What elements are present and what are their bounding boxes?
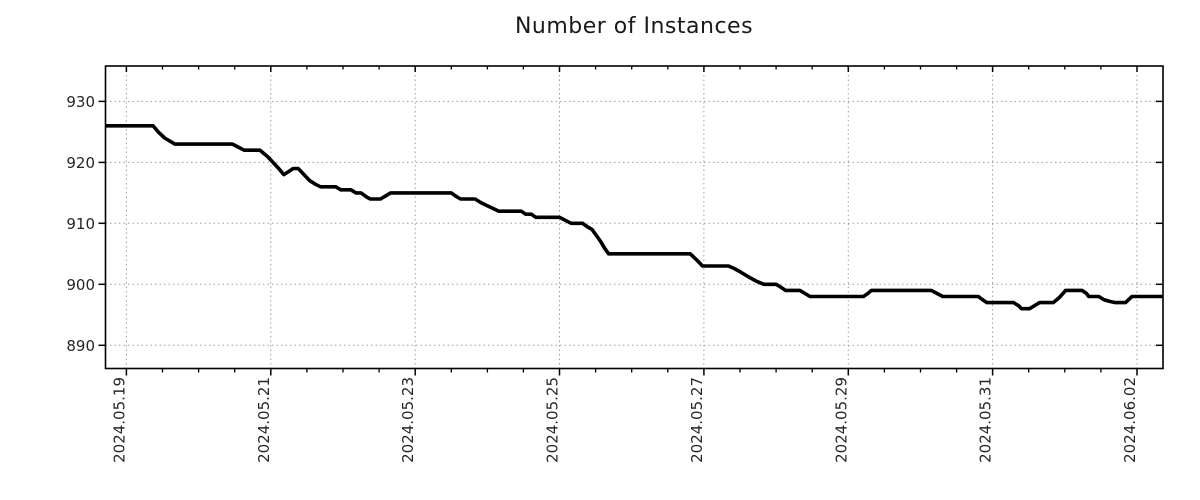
x-tick-label: 2024.05.19 xyxy=(110,377,128,463)
chart-title: Number of Instances xyxy=(514,14,754,39)
x-tick-label: 2024.05.21 xyxy=(255,377,273,463)
x-tick-label: 2024.05.27 xyxy=(688,377,706,463)
y-tick-label: 900 xyxy=(66,276,95,294)
y-tick-label: 920 xyxy=(66,154,95,172)
y-tick-label: 910 xyxy=(66,215,95,233)
y-tick-label: 930 xyxy=(66,93,95,111)
x-tick-label: 2024.05.31 xyxy=(977,377,995,463)
data-line xyxy=(105,124,1163,311)
plot-border xyxy=(104,65,1164,370)
y-tick-label: 890 xyxy=(66,337,95,355)
x-tick-label: 2024.05.23 xyxy=(399,377,417,463)
x-tick-label: 2024.06.02 xyxy=(1121,377,1139,463)
x-tick-label: 2024.05.29 xyxy=(832,377,850,463)
x-tick-label: 2024.05.25 xyxy=(544,377,562,463)
